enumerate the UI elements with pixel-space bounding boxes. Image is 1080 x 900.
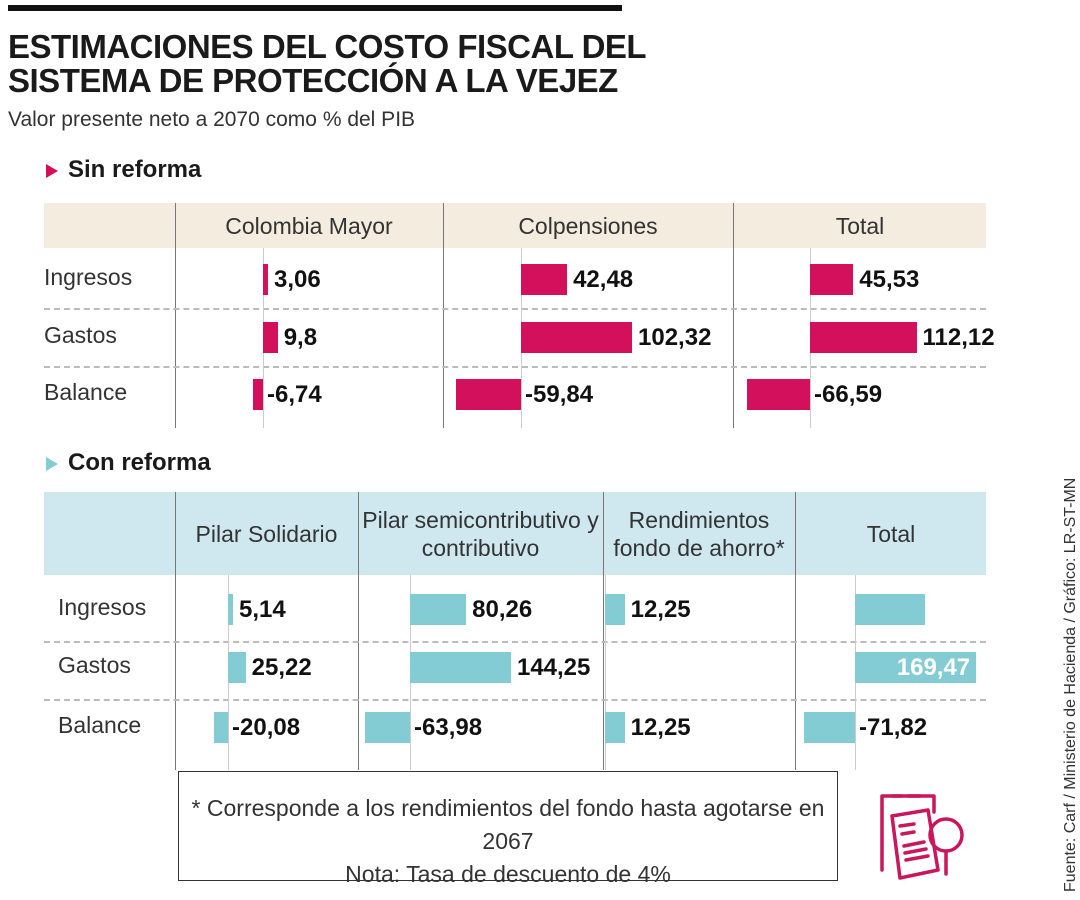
- bar: [810, 322, 917, 353]
- chart-subtitle: Valor presente neto a 2070 como % del PI…: [8, 108, 416, 131]
- source-credit: Fuente: Carf / Ministerio de Hacienda / …: [1062, 477, 1079, 892]
- section-sin-reforma: Sin reforma: [46, 156, 201, 184]
- section-title: Sin reforma: [68, 156, 202, 183]
- bar: [252, 379, 263, 410]
- row-label: Balance: [58, 712, 142, 738]
- bar: [803, 712, 855, 743]
- data-label: 102,32: [638, 324, 712, 351]
- data-label: 112,12: [922, 324, 995, 351]
- data-label: -71,82: [859, 714, 928, 741]
- column-divider: [443, 203, 444, 428]
- bar: [456, 379, 521, 410]
- row-divider: [44, 366, 986, 368]
- column-divider: [175, 203, 176, 428]
- column-header: Colpensiones: [518, 212, 658, 239]
- chart-title: ESTIMACIONES DEL COSTO FISCAL DEL SISTEM…: [8, 28, 647, 99]
- title-line-2: SISTEMA DE PROTECCIÓN A LA VEJEZ: [8, 62, 618, 99]
- row-label: Gastos: [58, 652, 131, 678]
- data-label: 3,06: [274, 266, 321, 293]
- title-line-1: ESTIMACIONES DEL COSTO FISCAL DEL: [8, 28, 647, 65]
- bar: [410, 594, 467, 625]
- data-label: -63,98: [414, 714, 483, 741]
- column-header: Pilar Solidario: [195, 520, 338, 547]
- bar: [263, 322, 278, 353]
- column-header: Total: [835, 212, 885, 239]
- data-label: 42,48: [573, 266, 634, 293]
- zero-axis: [605, 575, 606, 770]
- row-label: Gastos: [44, 322, 117, 348]
- data-label: -66,59: [814, 381, 883, 408]
- triangle-icon: [46, 456, 58, 471]
- bar: [855, 652, 977, 683]
- data-label: -59,84: [525, 381, 594, 408]
- bar: [855, 594, 925, 625]
- triangle-icon: [46, 163, 58, 178]
- bar: [605, 712, 625, 743]
- column-divider: [175, 492, 176, 770]
- bar: [410, 652, 511, 683]
- bar: [521, 264, 568, 295]
- section-title: Con reforma: [68, 449, 211, 476]
- row-label: Ingresos: [58, 594, 147, 620]
- row-divider: [44, 699, 986, 701]
- note: Nota: Tasa de descuento de 4%: [345, 861, 671, 887]
- table-header-band: [44, 203, 986, 248]
- bar: [521, 322, 633, 353]
- column-divider: [603, 492, 604, 770]
- data-label: -20,08: [232, 714, 301, 741]
- bar: [228, 652, 246, 683]
- data-label: 12,25: [630, 714, 691, 741]
- column-divider: [733, 203, 734, 428]
- data-label: 25,22: [251, 654, 312, 681]
- bar: [263, 264, 268, 295]
- data-label: 169,47: [896, 654, 971, 681]
- bar: [228, 594, 233, 625]
- data-label: -6,74: [267, 381, 322, 408]
- document-magnifier-icon: [880, 794, 964, 880]
- data-label: 80,26: [472, 596, 533, 623]
- column-header: Rendimientos fondo de ahorro*: [613, 506, 785, 561]
- column-header: Colombia Mayor: [225, 212, 393, 239]
- column-divider: [795, 492, 796, 770]
- footnote-box: * Corresponde a los rendimientos del fon…: [178, 771, 838, 887]
- row-label: Ingresos: [44, 264, 133, 290]
- bar: [365, 712, 410, 743]
- row-divider: [44, 308, 986, 310]
- row-label: Balance: [44, 379, 128, 405]
- data-label: 5,14: [239, 596, 286, 623]
- bar: [746, 379, 810, 410]
- row-divider: [44, 641, 986, 643]
- footnote: * Corresponde a los rendimientos del fon…: [191, 795, 825, 854]
- data-label: 12,25: [630, 596, 691, 623]
- top-rule: [8, 5, 622, 11]
- data-label: 144,25: [516, 654, 591, 681]
- bar: [605, 594, 625, 625]
- table-header-band: [44, 492, 986, 575]
- column-header: Pilar semicontributivo y contributivo: [362, 506, 599, 561]
- column-header: Total: [866, 520, 916, 547]
- data-label: 45,53: [859, 266, 920, 293]
- data-label: 9,8: [283, 324, 318, 351]
- section-con-reforma: Con reforma: [46, 449, 211, 477]
- column-divider: [358, 492, 359, 770]
- bar: [810, 264, 854, 295]
- bar: [213, 712, 228, 743]
